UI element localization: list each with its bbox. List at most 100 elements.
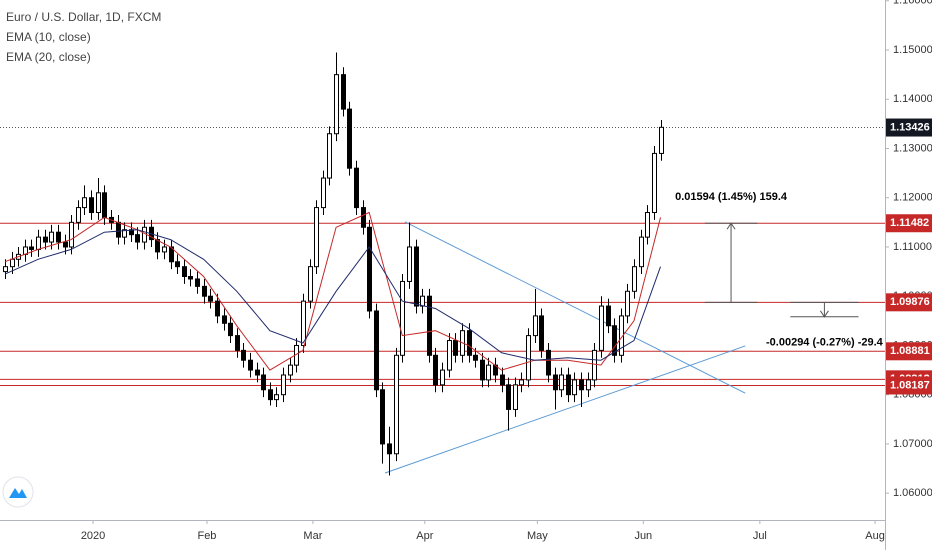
candle-body bbox=[526, 335, 531, 381]
candle-body bbox=[274, 394, 279, 401]
candle-body bbox=[122, 229, 127, 238]
candle-body bbox=[235, 335, 240, 351]
candle-body bbox=[96, 192, 101, 214]
logo bbox=[2, 476, 34, 508]
candle-body bbox=[612, 325, 617, 356]
candle-body bbox=[321, 177, 326, 209]
candle-body bbox=[645, 212, 650, 238]
x-tick-label: Apr bbox=[416, 530, 433, 542]
candle-body bbox=[208, 295, 213, 302]
candle-body bbox=[553, 374, 558, 391]
price-label-box bbox=[886, 376, 932, 395]
candle-body bbox=[539, 315, 544, 351]
candle-body bbox=[625, 290, 630, 317]
candle-body bbox=[76, 207, 81, 223]
candle-body bbox=[116, 221, 121, 238]
candle-body bbox=[592, 349, 597, 381]
candle-body bbox=[63, 241, 68, 248]
plot-area: 0.01594 (1.45%) 159.4 -0.00294 (-0.27%) -… bbox=[0, 52, 885, 476]
logo-mark bbox=[9, 488, 27, 498]
candle-body bbox=[433, 354, 438, 386]
candle-body bbox=[572, 379, 577, 396]
candle-body bbox=[606, 305, 611, 327]
candle-body bbox=[486, 364, 491, 381]
candle-body bbox=[659, 126, 664, 154]
candle-body bbox=[10, 258, 15, 268]
candle-body bbox=[579, 379, 584, 391]
candle-body bbox=[566, 374, 571, 396]
candle-body bbox=[268, 389, 273, 401]
candle-body bbox=[473, 354, 478, 361]
legend-entry: EMA (20, close) bbox=[6, 50, 91, 64]
candle-body bbox=[380, 389, 385, 445]
price-label: 1.08187 bbox=[890, 379, 930, 391]
trendline bbox=[384, 345, 746, 474]
candle-body bbox=[182, 266, 187, 278]
candle-body bbox=[56, 231, 61, 243]
candle-body bbox=[440, 369, 445, 386]
candle-body bbox=[169, 246, 174, 263]
candle-body bbox=[188, 276, 193, 280]
y-tick-label: 1.13000 bbox=[893, 142, 932, 154]
y-tick-label: 1.15000 bbox=[893, 44, 932, 56]
x-tick-label: Jul bbox=[753, 530, 767, 542]
candle-body bbox=[215, 300, 220, 317]
candle-body bbox=[29, 246, 34, 250]
price-label: 1.08881 bbox=[890, 345, 930, 357]
logo-circle bbox=[2, 476, 34, 508]
legend-entry: EMA (10, close) bbox=[6, 30, 91, 44]
candle-body bbox=[467, 330, 472, 356]
candle-body bbox=[652, 152, 657, 214]
trendline bbox=[404, 221, 746, 394]
candle-body bbox=[341, 74, 346, 110]
candle-body bbox=[347, 108, 352, 169]
candle-body bbox=[202, 285, 207, 297]
candle-body bbox=[427, 295, 432, 356]
candle-body bbox=[195, 278, 200, 287]
y-tick-label: 1.16000 bbox=[893, 0, 932, 7]
candle-body bbox=[400, 280, 405, 356]
candle-body bbox=[533, 315, 538, 337]
candle-body bbox=[639, 236, 644, 268]
candle-body bbox=[49, 231, 54, 243]
candle-body bbox=[361, 207, 366, 228]
candle-body bbox=[36, 236, 41, 250]
candle-body bbox=[175, 261, 180, 268]
candle-body bbox=[354, 167, 359, 209]
candle-body bbox=[513, 384, 518, 410]
y-tick-label: 1.14000 bbox=[893, 93, 932, 105]
x-tick-label: 2020 bbox=[81, 530, 105, 542]
candle-body bbox=[43, 236, 48, 243]
y-tick-label: 1.12000 bbox=[893, 192, 932, 204]
chart-title: Euro / U.S. Dollar, 1D, FXCM bbox=[6, 10, 161, 24]
candle-body bbox=[632, 266, 637, 292]
price-label: 1.11482 bbox=[890, 217, 929, 229]
candle-body bbox=[241, 349, 246, 361]
candle-body bbox=[599, 305, 604, 351]
candle-body bbox=[308, 266, 313, 302]
price-label-box bbox=[886, 293, 932, 312]
price-label-box bbox=[886, 342, 932, 361]
candle-body bbox=[420, 295, 425, 307]
x-tick-label: Feb bbox=[197, 530, 216, 542]
candle-body bbox=[155, 239, 160, 253]
candle-body bbox=[135, 234, 140, 243]
candle-body bbox=[261, 374, 266, 391]
price-label-box bbox=[886, 118, 932, 137]
candle-body bbox=[519, 379, 524, 386]
measure-label: 0.01594 (1.45%) 159.4 bbox=[675, 191, 788, 203]
x-tick-label: Mar bbox=[303, 530, 322, 542]
candle-body bbox=[89, 197, 94, 214]
candle-body bbox=[559, 374, 564, 391]
measure-arrowhead bbox=[819, 310, 829, 318]
candle-body bbox=[3, 266, 8, 273]
x-tick-label: Aug bbox=[865, 530, 885, 542]
candle-body bbox=[586, 379, 591, 391]
candle-body bbox=[447, 340, 452, 371]
candle-body bbox=[248, 359, 253, 371]
candle-body bbox=[334, 74, 339, 135]
candle-body bbox=[301, 300, 306, 346]
